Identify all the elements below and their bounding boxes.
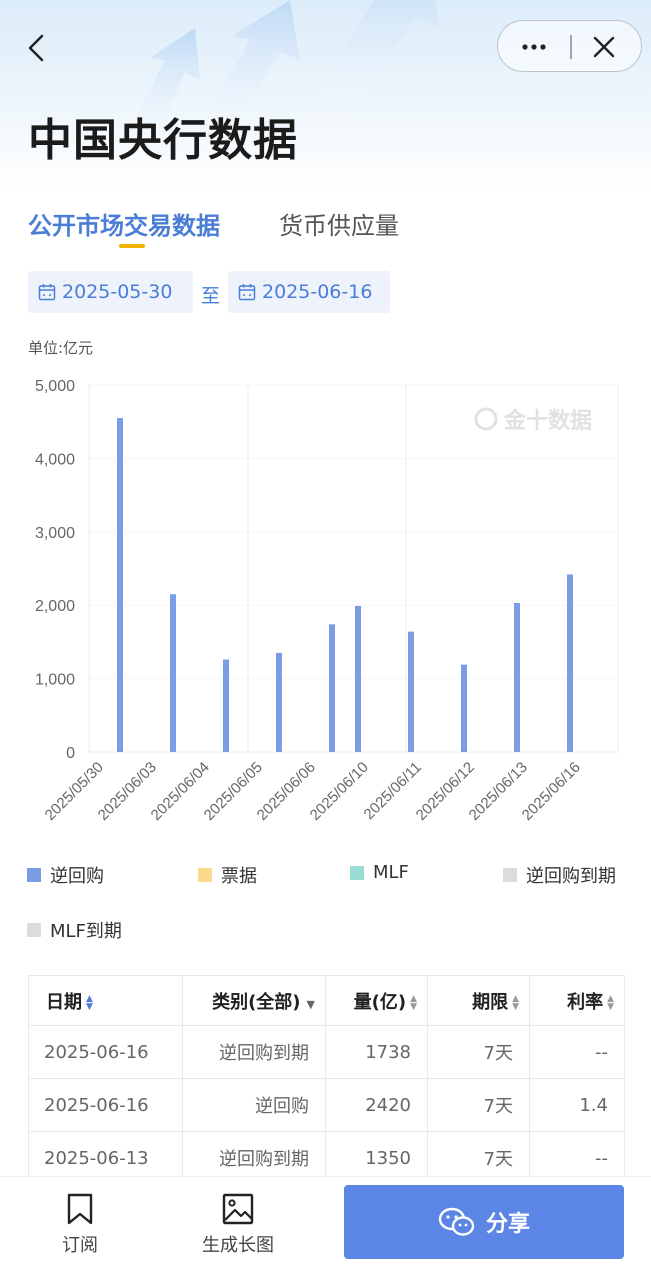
legend-label: 逆回购到期 xyxy=(526,866,616,887)
bar-reverse-repo[interactable] xyxy=(117,418,123,752)
cell-term: 7天 xyxy=(427,1078,530,1132)
sort-icon: ▲ ▼ xyxy=(410,993,417,1012)
date-range-separator: 至 xyxy=(201,285,221,307)
calendar-icon xyxy=(38,284,56,301)
operations-table: 日期 ▲ ▼ 类别(全部) ▼ 量(亿) ▲ ▼ 期限 ▲ ▼ 利率 ▲ ▼ 2025-06-16 xyxy=(28,975,625,1185)
tab-open-market-data[interactable]: 公开市场交易数据 xyxy=(28,212,220,240)
generate-image-label: 生成长图 xyxy=(202,1235,274,1256)
column-header-category[interactable]: 类别(全部) ▼ xyxy=(182,975,326,1026)
arrows-decoration xyxy=(120,0,440,160)
image-icon xyxy=(222,1193,254,1225)
bar-chart: 01,0002,0003,0004,0005,000金十数据2025/05/30… xyxy=(35,378,619,824)
wechat-icon xyxy=(438,1207,475,1236)
cell-rate: 1.4 xyxy=(529,1078,625,1132)
bookmark-icon xyxy=(67,1193,93,1225)
cell-rate: -- xyxy=(529,1025,625,1079)
bar-reverse-repo[interactable] xyxy=(223,659,229,752)
subscribe-button[interactable]: 订阅 xyxy=(58,1193,102,1257)
table-row: 2025-06-16 逆回购到期 1738 7天 -- xyxy=(28,1025,625,1079)
column-header-term[interactable]: 期限 ▲ ▼ xyxy=(427,975,530,1026)
calendar-icon xyxy=(238,284,256,301)
capsule-divider xyxy=(570,35,572,59)
unit-label: 单位:亿元 xyxy=(28,339,94,357)
cell-category: 逆回购到期 xyxy=(182,1025,326,1079)
y-tick-label: 5,000 xyxy=(35,378,75,395)
legend-swatch xyxy=(503,868,517,882)
more-options-button[interactable] xyxy=(516,33,552,61)
legend-swatch xyxy=(27,868,41,882)
bar-reverse-repo[interactable] xyxy=(355,605,361,752)
more-icon xyxy=(522,44,546,50)
header-label: 期限 xyxy=(472,991,509,1013)
y-tick-label: 0 xyxy=(66,745,75,762)
y-tick-label: 1,000 xyxy=(35,672,75,689)
header-label: 利率 xyxy=(567,991,604,1013)
close-button[interactable] xyxy=(590,33,618,61)
header-label: 日期 xyxy=(46,991,82,1013)
bar-reverse-repo[interactable] xyxy=(567,574,573,752)
table-header-row: 日期 ▲ ▼ 类别(全部) ▼ 量(亿) ▲ ▼ 期限 ▲ ▼ 利率 ▲ ▼ xyxy=(28,975,625,1026)
subscribe-label: 订阅 xyxy=(62,1235,98,1256)
cell-amount: 1738 xyxy=(325,1025,428,1079)
bottom-action-bar: 订阅 生成长图 分享 xyxy=(0,1176,651,1280)
dropdown-icon: ▼ xyxy=(306,997,315,1011)
header-label: 量(亿) xyxy=(353,991,407,1013)
close-icon xyxy=(593,36,615,58)
start-date-value: 2025-05-30 xyxy=(62,281,173,303)
end-date-picker[interactable]: 2025-06-16 xyxy=(228,271,390,313)
bar-reverse-repo[interactable] xyxy=(408,631,414,752)
mini-program-capsule xyxy=(497,20,642,72)
header-label: 类别(全部) xyxy=(212,991,301,1013)
tab-money-supply[interactable]: 货币供应量 xyxy=(279,212,399,240)
cell-date: 2025-06-16 xyxy=(28,1078,183,1132)
cell-amount: 2420 xyxy=(325,1078,428,1132)
legend-swatch xyxy=(27,923,41,937)
watermark-logo: 金十数据 xyxy=(474,407,592,434)
sort-icon: ▲ ▼ xyxy=(607,993,614,1012)
start-date-picker[interactable]: 2025-05-30 xyxy=(28,271,193,313)
sort-icon: ▲ ▼ xyxy=(86,993,93,1012)
generate-image-button[interactable]: 生成长图 xyxy=(196,1193,280,1257)
cell-term: 7天 xyxy=(427,1025,530,1079)
chevron-left-icon xyxy=(28,34,44,62)
watermark-text: 金十数据 xyxy=(503,408,592,434)
bar-reverse-repo[interactable] xyxy=(170,594,176,752)
bar-reverse-repo[interactable] xyxy=(514,602,520,752)
column-header-amount[interactable]: 量(亿) ▲ ▼ xyxy=(325,975,428,1026)
legend-item-bills[interactable]: 票据 xyxy=(198,862,257,888)
legend-item-reverse-repo-maturity[interactable]: 逆回购到期 xyxy=(503,862,616,888)
page-title: 中国央行数据 xyxy=(28,115,298,166)
legend-item-mlf-maturity[interactable]: MLF到期 xyxy=(27,917,122,943)
column-header-date[interactable]: 日期 ▲ ▼ xyxy=(28,975,183,1026)
legend-item-mlf[interactable]: MLF xyxy=(350,862,409,883)
legend-label: 逆回购 xyxy=(50,866,104,887)
share-button[interactable]: 分享 xyxy=(344,1185,624,1259)
table-row: 2025-06-16 逆回购 2420 7天 1.4 xyxy=(28,1078,625,1132)
legend-label: MLF xyxy=(373,862,409,883)
cell-date: 2025-06-16 xyxy=(28,1025,183,1079)
back-button[interactable] xyxy=(18,28,58,68)
sort-icon: ▲ ▼ xyxy=(512,993,519,1012)
legend-swatch xyxy=(198,868,212,882)
end-date-value: 2025-06-16 xyxy=(262,281,373,303)
legend-swatch xyxy=(350,865,364,880)
legend-label: 票据 xyxy=(221,866,257,887)
cell-category: 逆回购 xyxy=(182,1078,326,1132)
legend-label: MLF到期 xyxy=(50,921,122,942)
bar-reverse-repo[interactable] xyxy=(276,652,282,752)
y-tick-label: 3,000 xyxy=(35,525,75,542)
bar-reverse-repo[interactable] xyxy=(461,664,467,752)
table-row: 2025-06-13 逆回购到期 1350 7天 -- xyxy=(28,1131,625,1185)
active-tab-indicator xyxy=(119,244,145,248)
legend-item-reverse-repo[interactable]: 逆回购 xyxy=(27,862,104,888)
bar-reverse-repo[interactable] xyxy=(329,624,335,752)
y-tick-label: 4,000 xyxy=(35,451,75,468)
share-label: 分享 xyxy=(485,1212,530,1237)
y-tick-label: 2,000 xyxy=(35,598,75,615)
column-header-rate[interactable]: 利率 ▲ ▼ xyxy=(529,975,625,1026)
